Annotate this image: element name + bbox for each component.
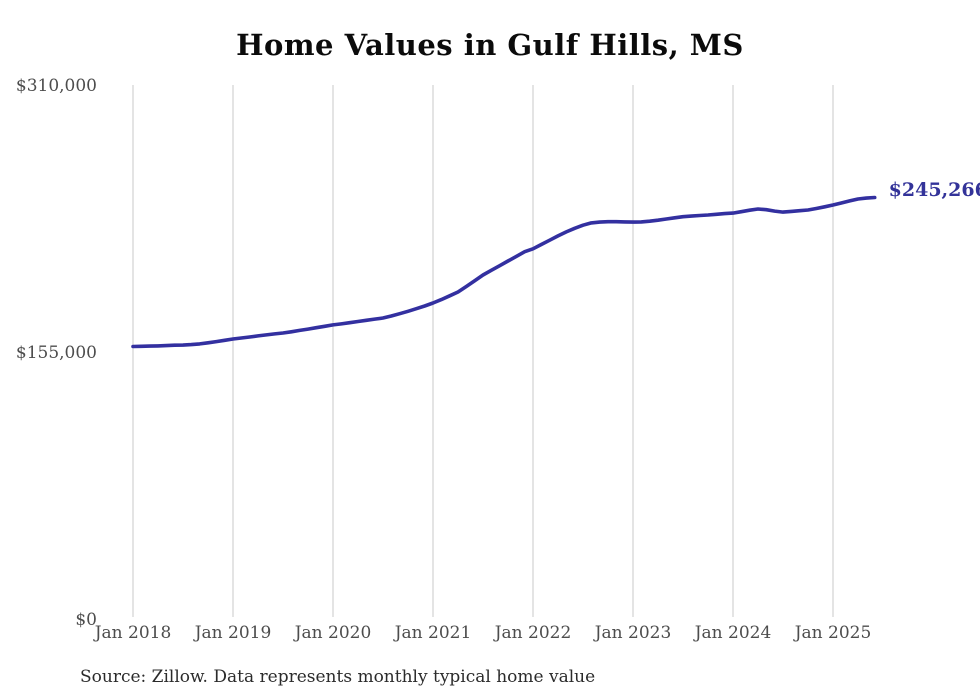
home-value-line [131, 195, 877, 349]
x-tick-label: Jan 2020 [294, 623, 372, 643]
x-tick-label: Jan 2019 [194, 623, 272, 643]
x-tick-label: Jan 2018 [94, 623, 172, 643]
x-tick-label: Jan 2021 [394, 623, 472, 643]
x-tick-label: Jan 2025 [794, 623, 872, 643]
latest-value-label: $245,266 [888, 178, 980, 201]
x-tick-label: Jan 2023 [594, 623, 672, 643]
chart-title: Home Values in Gulf Hills, MS [236, 28, 744, 62]
x-tick-label: Jan 2022 [494, 623, 572, 643]
y-tick-label: $155,000 [15, 343, 97, 363]
x-tick-label: Jan 2024 [694, 623, 772, 643]
y-tick-label: $310,000 [15, 76, 97, 96]
vertical-gridlines [132, 85, 834, 617]
source-note: Source: Zillow. Data represents monthly … [80, 667, 596, 687]
y-tick-label: $0 [75, 610, 97, 630]
